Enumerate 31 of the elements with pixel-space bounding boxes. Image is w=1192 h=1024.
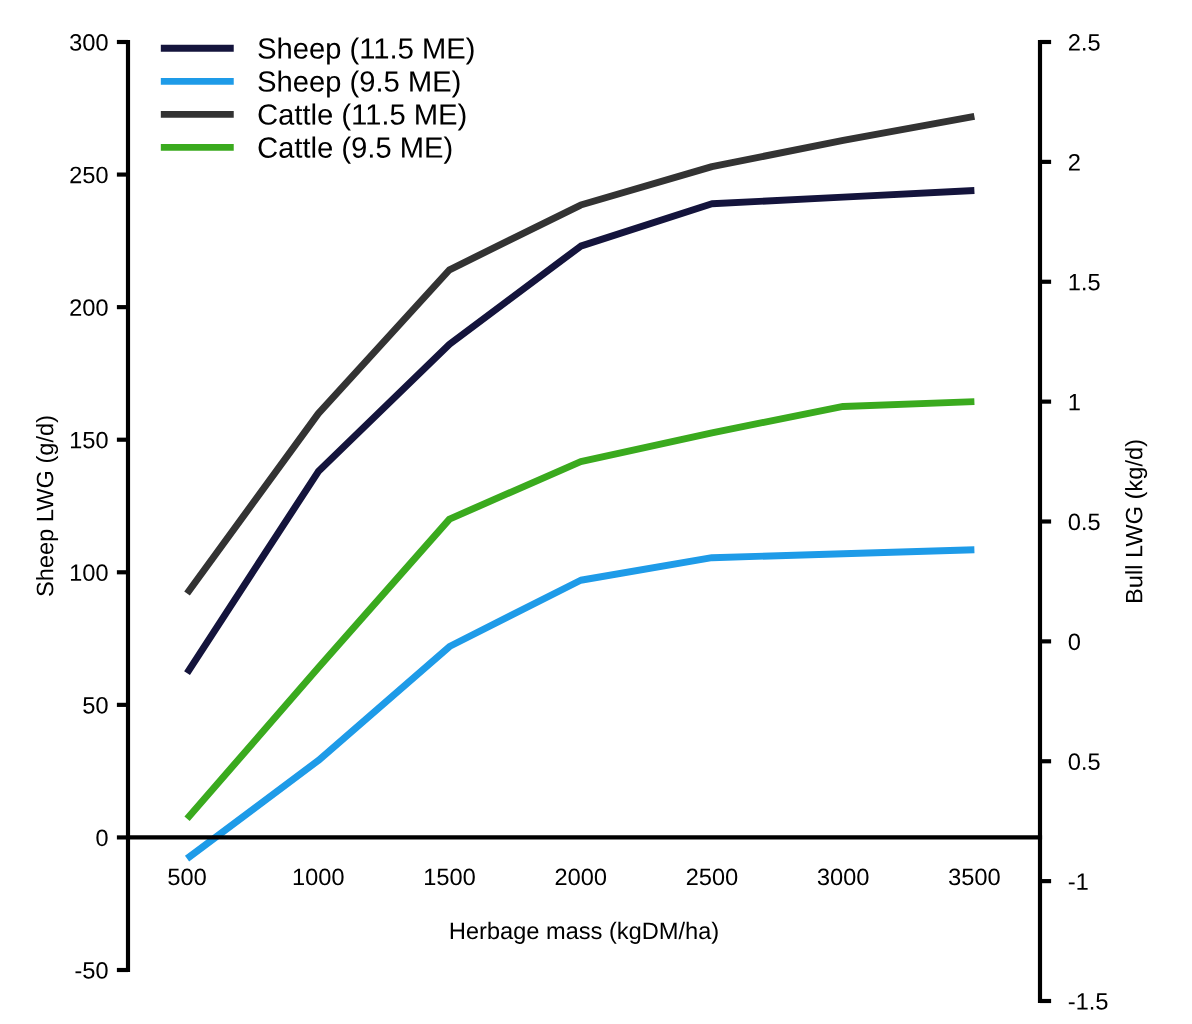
y2-tick-label: 1.5 xyxy=(1069,274,1100,291)
y-tick-label: 0 xyxy=(96,829,108,847)
x-axis-title: Herbage mass (kgDM/ha) xyxy=(450,921,718,944)
y2-tick-label: -1.5 xyxy=(1068,993,1108,1010)
x-tick-label: 1500 xyxy=(425,868,475,886)
y2-tick-label: -1 xyxy=(1068,873,1088,890)
legend-label: Sheep (11.5 ME) xyxy=(258,37,474,65)
y-tick-label: 50 xyxy=(83,696,108,714)
y2-tick-label: 2 xyxy=(1068,153,1080,171)
legend-label: Cattle (9.5 ME) xyxy=(258,136,452,164)
y-tick-label: 100 xyxy=(70,564,108,582)
y-tick-label: -50 xyxy=(75,962,108,979)
y-tick-label: 250 xyxy=(70,166,108,184)
y2-tick-label: 1 xyxy=(1069,393,1080,411)
y-tick-label: 200 xyxy=(70,299,108,316)
y2-tick-label: 0.5 xyxy=(1068,753,1100,771)
y2-axis-title: Bull LWG (kg/d) xyxy=(1125,440,1148,602)
x-tick-label: 2500 xyxy=(686,868,738,886)
y-tick-label: 150 xyxy=(70,431,108,449)
x-tick-label: 3000 xyxy=(817,868,869,886)
x-tick-label: 3500 xyxy=(949,868,1000,886)
legend-label: Sheep (9.5 ME) xyxy=(258,70,460,98)
y2-tick-label: 0 xyxy=(1068,633,1080,651)
legend-label: Cattle (11.5 ME) xyxy=(258,103,466,131)
y2-tick-label: 2.5 xyxy=(1068,34,1100,51)
x-tick-label: 500 xyxy=(168,868,206,886)
y-tick-label: 300 xyxy=(70,34,108,51)
y2-tick-label: 0.5 xyxy=(1068,513,1100,531)
y-axis-title: Sheep LWG (g/d) xyxy=(36,416,59,596)
x-tick-label: 1000 xyxy=(293,868,344,886)
x-tick-label: 2000 xyxy=(555,868,607,886)
